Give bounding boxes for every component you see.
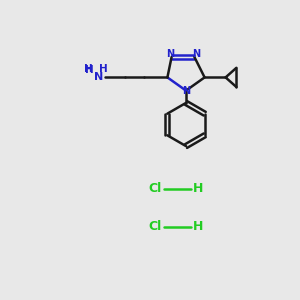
Text: N: N bbox=[94, 72, 104, 82]
Text: N: N bbox=[182, 86, 191, 96]
Text: H: H bbox=[193, 220, 203, 233]
Text: N: N bbox=[192, 49, 200, 59]
Text: H: H bbox=[85, 65, 94, 75]
Text: Cl: Cl bbox=[149, 182, 162, 196]
Text: H: H bbox=[99, 64, 108, 74]
Text: H: H bbox=[84, 64, 93, 74]
Text: N: N bbox=[166, 49, 174, 59]
Text: Cl: Cl bbox=[149, 220, 162, 233]
Text: H: H bbox=[193, 182, 203, 196]
